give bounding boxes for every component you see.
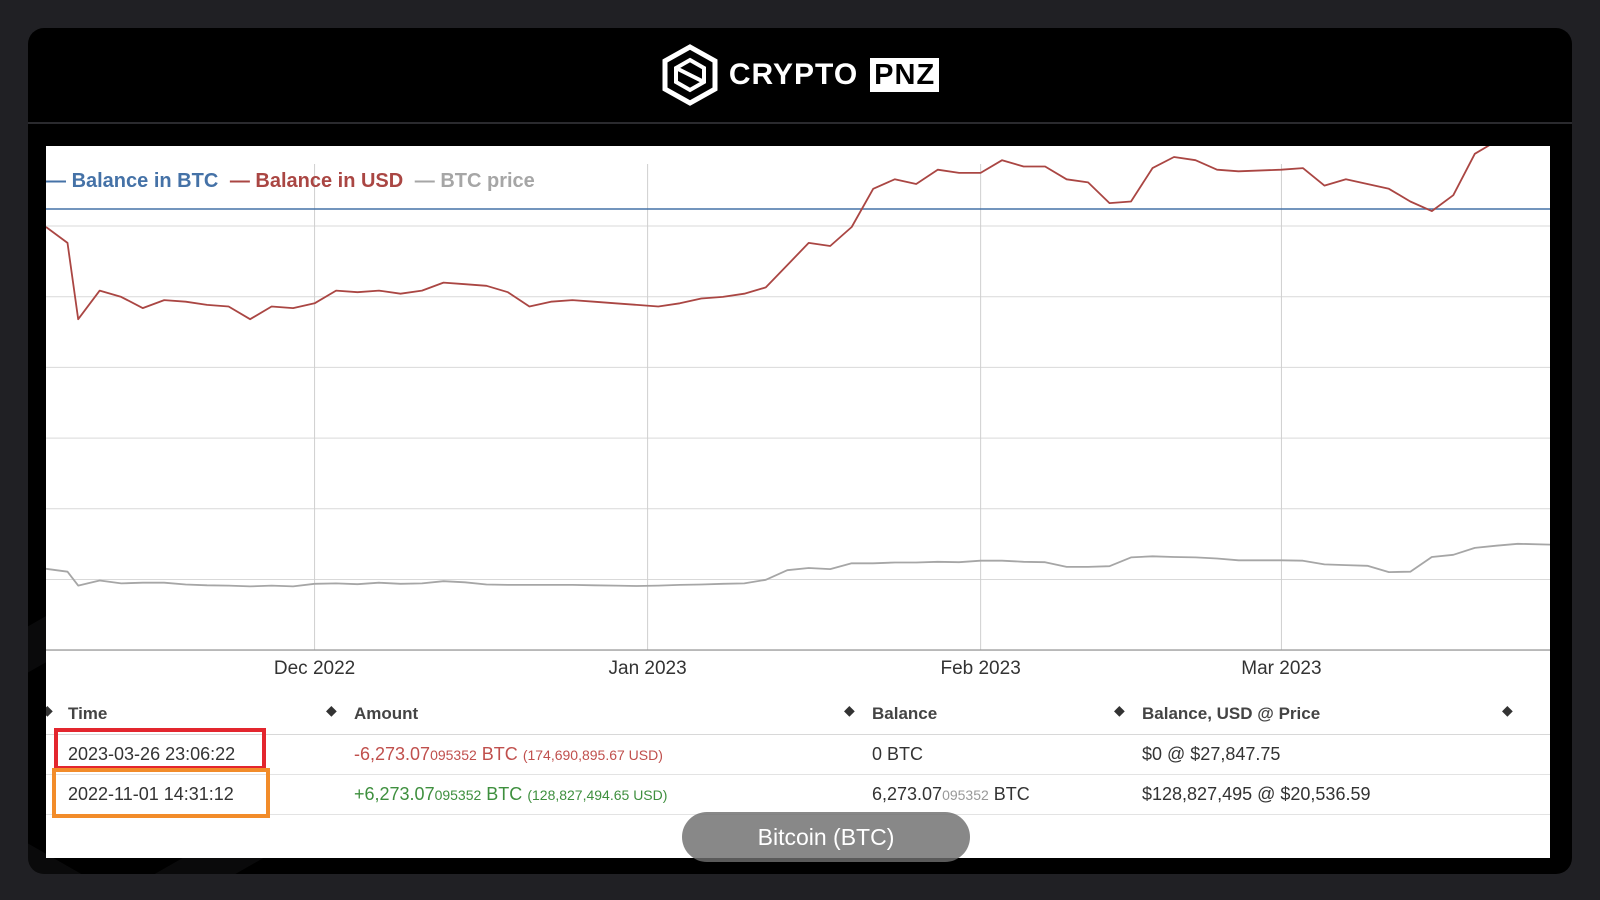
x-tick-label: Feb 2023	[940, 658, 1020, 679]
legend-item-btc-price[interactable]: — BTC price	[414, 170, 535, 192]
legend-item-balance-usd[interactable]: — Balance in USD	[229, 170, 404, 192]
series-line-btc-price	[46, 542, 1550, 588]
transactions-table: ◆ Time ◆ Amount ◆ Balance ◆ Balance, USD…	[46, 694, 1550, 815]
legend-label-balance-btc: Balance in BTC	[71, 170, 219, 192]
amount-unit: BTC	[481, 784, 523, 804]
cell-balance-usd: $0 @ $27,847.75	[1142, 744, 1281, 764]
legend-label-balance-usd: Balance in USD	[255, 170, 404, 192]
x-tick-label: Mar 2023	[1241, 658, 1321, 679]
amount-unit: BTC	[476, 744, 518, 764]
cell-amount: +6,273.07095352 BTC (128,827,494.65 USD)	[354, 784, 667, 805]
table-row[interactable]: 2023-03-26 23:06:22 -6,273.07095352 BTC …	[46, 735, 1550, 775]
amount-main: +6,273.07	[354, 784, 435, 804]
cell-balance: 0 BTC	[872, 744, 923, 765]
amount-usd: (174,690,895.67 USD)	[522, 747, 663, 763]
x-tick-label: Jan 2023	[609, 658, 687, 679]
chart-legend: — Balance in BTC — Balance in USD — BTC …	[46, 170, 535, 193]
series-line-balance-usd	[46, 146, 1490, 321]
header: CRYPTO PNZ	[28, 28, 1572, 124]
table-header-row: ◆ Time ◆ Amount ◆ Balance ◆ Balance, USD…	[46, 694, 1550, 735]
app-frame: CRYPTO PNZ Dec 2022 Jan 2023 Feb 2023 Mar 2…	[28, 28, 1572, 874]
cell-time[interactable]: 2023-03-26 23:06:22	[68, 744, 236, 764]
amount-fraction: 095352	[430, 747, 477, 763]
balance-main: 0 BTC	[872, 744, 924, 764]
caption-pill: Bitcoin (BTC)	[682, 812, 970, 862]
brand-logo[interactable]: CRYPTO PNZ	[661, 44, 940, 106]
highlight-box-withdrawal	[54, 728, 266, 770]
cell-balance-usd: $128,827,495 @ $20,536.59	[1142, 784, 1371, 804]
cell-balance: 6,273.07095352 BTC	[872, 784, 1030, 805]
legend-label-btc-price: BTC price	[440, 170, 535, 192]
column-header-time[interactable]: Time	[68, 704, 108, 723]
balance-fraction: 095352	[942, 787, 989, 803]
sort-time-icon[interactable]: ◆	[326, 702, 337, 718]
legend-item-balance-btc[interactable]: — Balance in BTC	[46, 170, 219, 192]
sort-balance-usd-icon[interactable]: ◆	[1502, 702, 1513, 718]
highlight-box-deposit	[52, 768, 270, 818]
cell-amount: -6,273.07095352 BTC (174,690,895.67 USD)	[354, 744, 663, 765]
amount-main: -6,273.07	[354, 744, 431, 764]
brand-name-pnz: PNZ	[870, 58, 940, 92]
column-header-balance-usd[interactable]: Balance, USD @ Price	[1142, 704, 1321, 723]
amount-usd: (128,827,494.65 USD)	[527, 787, 668, 803]
sort-icon[interactable]: ◆	[46, 702, 53, 718]
table-row[interactable]: 2022-11-01 14:31:12 +6,273.07095352 BTC …	[46, 775, 1550, 815]
sort-balance-icon[interactable]: ◆	[1114, 702, 1125, 718]
amount-fraction: 095352	[434, 787, 482, 803]
cell-time[interactable]: 2022-11-01 14:31:12	[68, 784, 234, 804]
column-header-amount[interactable]: Amount	[354, 704, 419, 723]
balance-main: 6,273.07	[872, 784, 943, 804]
hexagon-logo-icon	[662, 44, 718, 106]
sort-amount-icon[interactable]: ◆	[844, 702, 855, 718]
balance-chart: Dec 2022 Jan 2023 Feb 2023 Mar 2023	[46, 146, 1550, 679]
column-header-balance[interactable]: Balance	[872, 704, 938, 723]
x-tick-label: Dec 2022	[274, 658, 355, 679]
balance-unit: BTC	[988, 784, 1030, 804]
brand-name-crypto: CRYPTO	[728, 58, 859, 91]
screenshot-panel: Dec 2022 Jan 2023 Feb 2023 Mar 2023 — Balan…	[46, 146, 1550, 858]
